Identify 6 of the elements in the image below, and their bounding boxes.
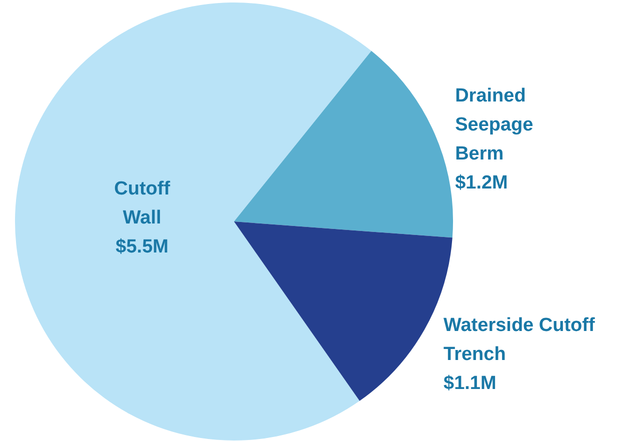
data-label: $5.5M (116, 236, 168, 258)
slice-label: Drained Seepage Berm (455, 85, 534, 164)
slice-label: Cutoff Wall (114, 178, 171, 229)
data-label: $1.1M (444, 372, 496, 394)
slice-label: Waterside Cutoff Trench (444, 314, 596, 365)
data-label: $1.2M (455, 172, 508, 194)
